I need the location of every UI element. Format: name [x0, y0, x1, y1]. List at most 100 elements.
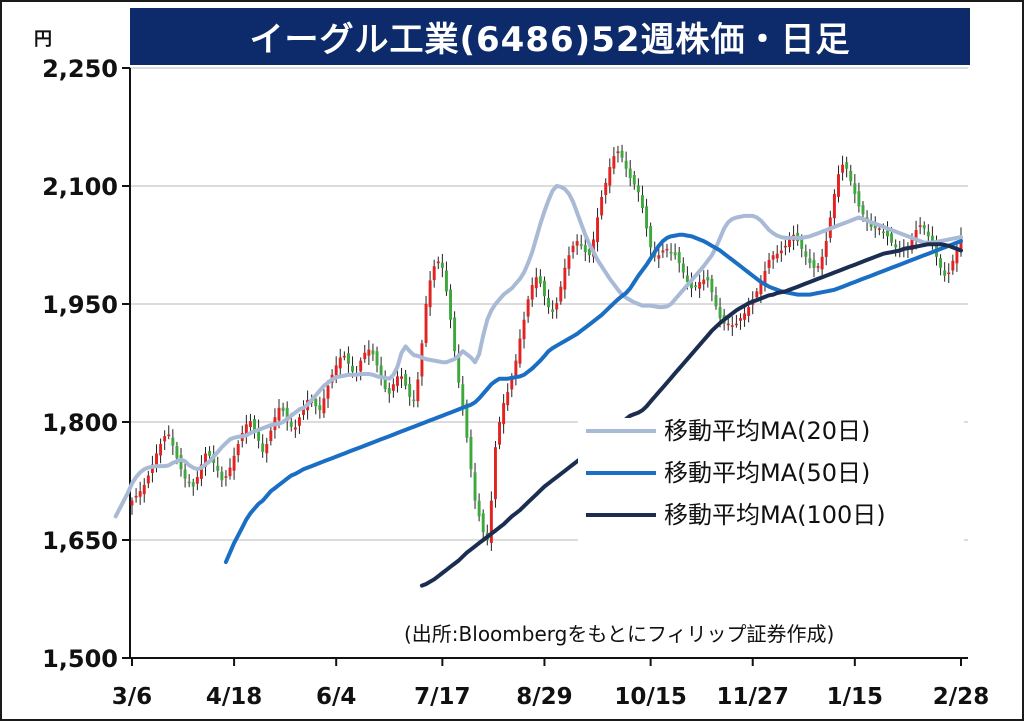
candle-body [134, 495, 138, 498]
y-tick-label: 1,950 [42, 291, 118, 319]
candle-body [710, 278, 714, 293]
candle-body [800, 238, 804, 249]
candle-body [632, 175, 636, 185]
candle-body [910, 239, 914, 251]
candle-body [775, 253, 779, 259]
candle-body [538, 276, 542, 284]
candle-body [886, 230, 889, 237]
candle-body [706, 277, 710, 281]
candle-body [845, 162, 849, 169]
candle-body [755, 291, 759, 298]
candle-body [371, 350, 375, 355]
candle-body [734, 323, 738, 326]
candle-body [236, 444, 240, 456]
x-tick-label: 8/29 [516, 684, 572, 710]
candle-body [506, 392, 510, 406]
candle-body [628, 168, 632, 179]
candle-body [159, 444, 163, 456]
candle-body [346, 353, 350, 364]
candle-body [547, 297, 551, 308]
candle-body [489, 500, 493, 543]
candle-body [939, 258, 943, 268]
candle-body [334, 365, 338, 376]
candle-body [714, 295, 718, 307]
candle-body [873, 223, 877, 229]
candle-body [657, 255, 661, 259]
candle-body [387, 388, 391, 394]
candle-body [285, 407, 289, 422]
candle-body [894, 244, 898, 248]
legend-label: 移動平均MA(100日) [664, 501, 886, 529]
candle-body [612, 156, 616, 169]
candle-body [155, 453, 158, 467]
candle-body [951, 260, 955, 271]
x-tick-label: 10/15 [614, 684, 686, 710]
moving-average-lines [113, 184, 963, 588]
candlesticks [130, 144, 963, 551]
axes [122, 67, 968, 666]
candle-body [130, 500, 134, 506]
candle-body [812, 260, 816, 268]
candle-body [138, 491, 142, 497]
x-tick-label: 2/28 [933, 684, 989, 710]
candle-body [877, 228, 881, 230]
candle-body [669, 252, 673, 254]
candle-body [518, 338, 522, 364]
candle-body [424, 304, 428, 343]
candle-body [832, 193, 836, 219]
candle-body [718, 307, 722, 319]
y-tick-label: 1,800 [42, 409, 118, 437]
source-note: (出所:Bloombergをもとにフィリップ証券作成) [404, 622, 834, 646]
ma-line [419, 242, 963, 588]
candle-body [779, 250, 783, 254]
candle-body [918, 225, 922, 227]
x-tick-label: 1/15 [827, 684, 883, 710]
candle-body [146, 475, 150, 484]
candle-body [661, 250, 665, 253]
candle-body [947, 272, 951, 275]
candle-body [416, 379, 420, 402]
candle-body [436, 261, 440, 264]
candle-body [702, 279, 706, 285]
x-tick-label: 6/4 [316, 684, 356, 710]
candle-body [690, 280, 693, 289]
candle-body [596, 217, 600, 243]
candle-body [869, 222, 873, 227]
candle-body [759, 282, 763, 295]
candle-body [318, 405, 322, 411]
candle-body [890, 233, 894, 243]
candle-body [404, 374, 408, 386]
y-tick-label: 1,500 [42, 645, 118, 673]
candle-body [914, 230, 918, 241]
candle-body [502, 403, 506, 425]
candle-body [922, 225, 926, 229]
candle-body [400, 376, 403, 379]
candle-body [261, 443, 265, 452]
candle-body [747, 307, 751, 316]
candle-body [694, 285, 698, 288]
candle-body [175, 446, 179, 459]
candle-body [216, 465, 220, 471]
candle-body [351, 365, 354, 372]
candle-body [281, 407, 285, 411]
candle-body [726, 323, 730, 326]
candle-body [457, 353, 461, 383]
candle-body [685, 275, 689, 282]
candle-body [816, 266, 820, 268]
candle-body [857, 191, 861, 207]
candle-body [469, 436, 473, 470]
candle-body [600, 197, 604, 216]
candle-body [228, 467, 232, 477]
candle-body [881, 231, 885, 234]
candle-body [649, 226, 653, 248]
candle-body [841, 164, 845, 173]
candle-body [453, 317, 457, 352]
candle-body [608, 167, 612, 186]
candle-body [587, 249, 591, 256]
candle-body [477, 500, 481, 517]
candle-body [191, 482, 195, 487]
candle-body [804, 251, 808, 257]
candle-body [665, 248, 669, 251]
legend-label: 移動平均MA(50日) [664, 459, 870, 487]
